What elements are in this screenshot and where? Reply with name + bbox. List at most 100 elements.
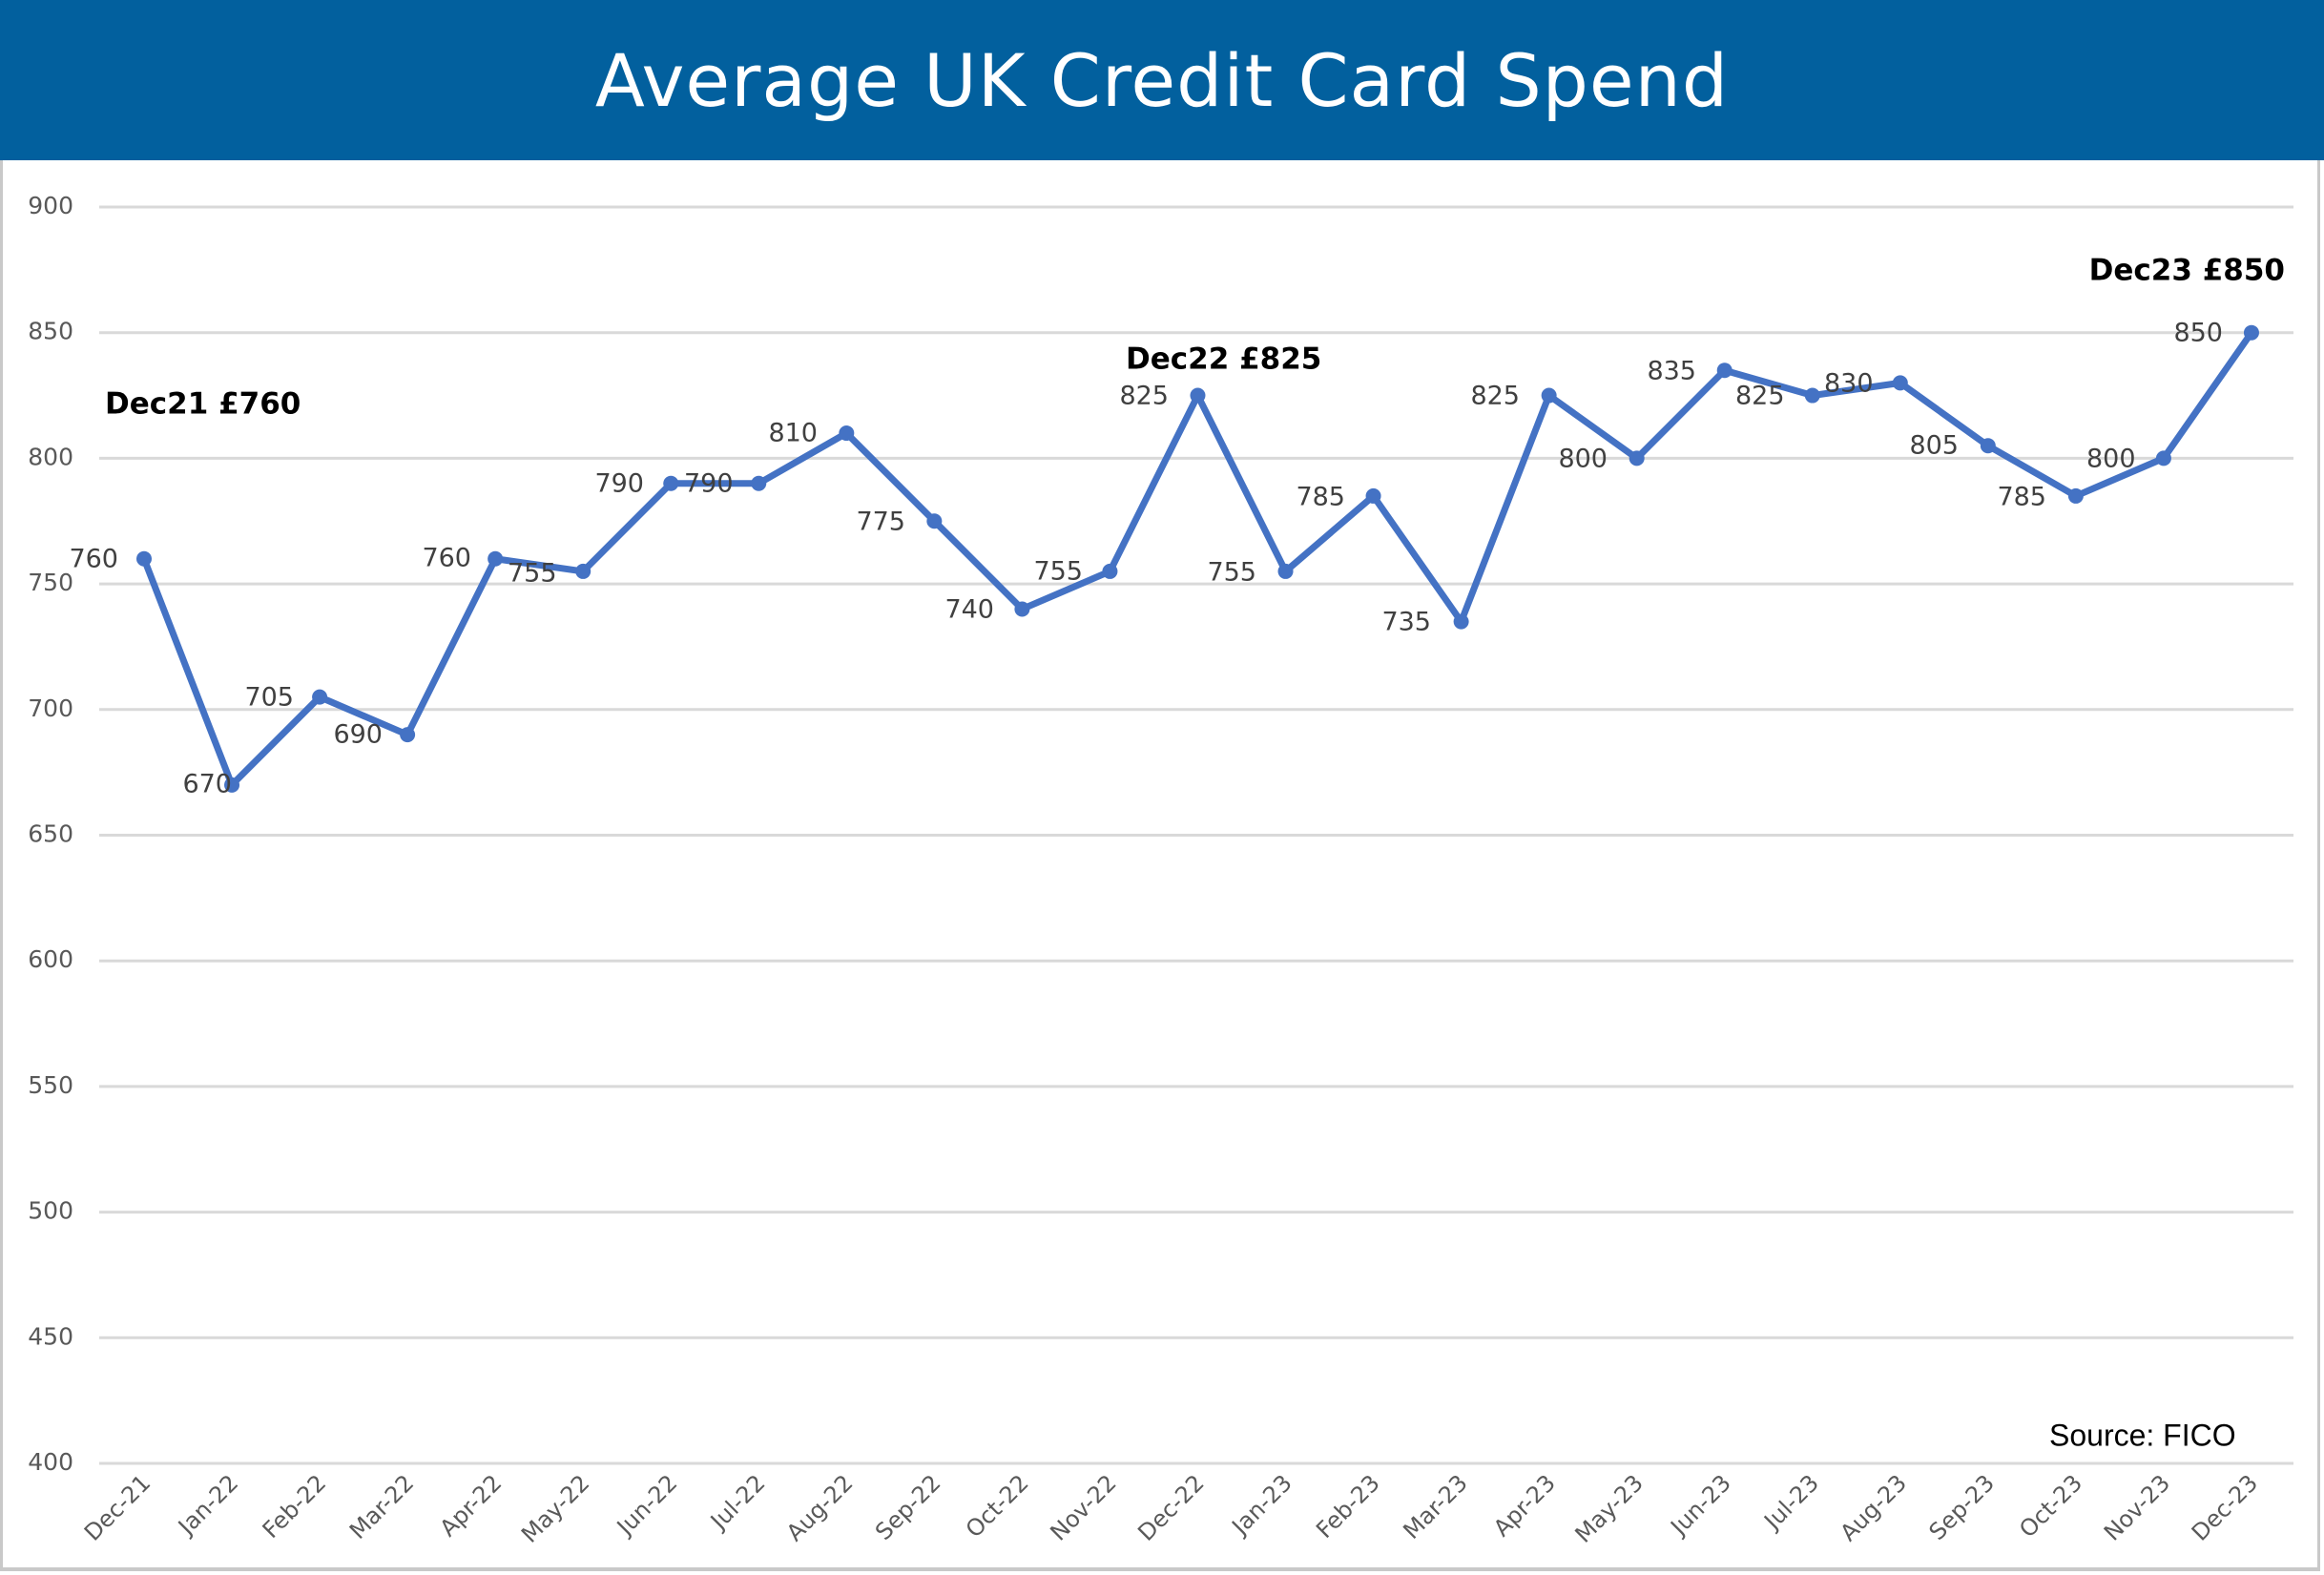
y-tick-label: 900 [28,192,73,219]
data-label: 850 [2173,319,2223,348]
x-tick-label: Dec-23 [2187,1469,2263,1545]
x-tick-label: Nov-22 [1045,1469,1121,1545]
x-tick-label: Jan-23 [1226,1469,1297,1541]
y-tick-label: 800 [28,443,73,470]
data-point [1190,387,1206,404]
data-label: 690 [333,720,383,750]
y-tick-label: 550 [28,1071,73,1099]
x-tick-label: Apr-23 [1488,1469,1561,1542]
data-label: 800 [2086,445,2136,474]
chart-header: Average UK Credit Card Spend [0,0,2324,160]
data-point [1365,487,1381,504]
y-tick-label: 600 [28,945,73,973]
data-point [1014,601,1030,617]
x-tick-label: Jul-23 [1758,1469,1824,1535]
x-tick-label: Jun-23 [1665,1469,1736,1541]
x-tick-label: Dec-21 [79,1469,156,1545]
data-label: 755 [508,559,557,589]
peak-annotation: Dec21 £760 [105,387,301,422]
data-label: 825 [1119,382,1169,411]
data-label: 835 [1647,357,1696,386]
peak-annotation: Dec22 £825 [1126,342,1321,377]
data-point [1892,375,1908,391]
data-point [2243,324,2259,341]
x-tick-label: Sep-23 [1924,1469,2001,1545]
y-tick-label: 850 [28,318,73,345]
source-note: Source: FICO [2049,1418,2236,1452]
chart-title: Average UK Credit Card Spend [594,37,1730,123]
y-tick-label: 650 [28,820,73,848]
x-tick-label: Aug-22 [781,1469,859,1546]
y-tick-label: 400 [28,1448,73,1476]
gridlines [99,205,2293,1465]
data-point [136,550,152,567]
data-point [839,425,855,442]
data-point [1716,363,1733,379]
data-point [751,475,767,491]
x-tick-label: Apr-22 [435,1469,508,1542]
x-tick-label: Mar-22 [344,1469,419,1544]
data-label: 755 [1033,557,1083,587]
data-label: 705 [244,683,294,713]
data-point [400,727,416,743]
data-point [1453,613,1469,630]
data-point [2155,450,2171,466]
data-point [663,475,679,491]
y-tick-label: 700 [28,694,73,722]
y-tick-label: 750 [28,569,73,596]
y-tick-label: 500 [28,1197,73,1225]
data-markers [136,324,2259,793]
x-tick-label: Mar-23 [1398,1469,1472,1544]
data-label: 735 [1381,608,1431,637]
data-label: 755 [1207,558,1256,588]
data-point [1980,438,1996,454]
data-label: 825 [1735,382,1785,411]
x-tick-label: May-23 [1570,1469,1649,1547]
x-tick-label: Jul-22 [704,1469,770,1535]
data-label: 775 [856,508,905,537]
x-tick-label: Sep-22 [870,1469,946,1545]
y-axis-ticks: 400 450 500 550 600 650 700 750 800 850 900 [28,192,73,1476]
data-label: 800 [1558,445,1608,474]
x-tick-label: Oct-22 [961,1469,1034,1543]
x-tick-label: Jan-22 [172,1469,243,1541]
x-axis-ticks: Dec-21 Jan-22 Feb-22 Mar-22 Apr-22 May-22 Jun-… [79,1469,2263,1547]
data-point [1277,563,1294,579]
data-point [575,563,591,579]
data-label: 785 [1997,483,2046,512]
data-label: 810 [768,419,818,448]
data-label: 760 [422,544,471,573]
data-label: 760 [69,545,118,574]
chart-panel [0,160,2320,1571]
data-point [1804,387,1820,404]
x-tick-label: May-22 [516,1469,594,1547]
data-label: 790 [594,469,644,499]
data-point [1541,387,1557,404]
data-label: 740 [944,595,994,625]
x-tick-label: Dec-22 [1132,1469,1209,1545]
x-tick-label: Nov-23 [2099,1469,2175,1545]
data-point [926,513,943,529]
data-label: 805 [1909,431,1959,461]
x-tick-label: Feb-22 [258,1469,332,1544]
data-point [312,689,328,705]
x-tick-label: Oct-23 [2014,1469,2087,1543]
data-label: 825 [1470,382,1520,411]
x-tick-label: Aug-23 [1835,1469,1912,1546]
data-labels: 760 670 705 690 760 755 790 790 810 775 740 755 825 7… [69,319,2223,799]
y-tick-label: 450 [28,1322,73,1350]
data-label: 790 [684,469,734,499]
x-tick-label: Feb-23 [1311,1469,1385,1544]
data-point [224,777,240,793]
data-point [2067,487,2084,504]
x-tick-label: Jun-22 [611,1469,682,1541]
data-label: 785 [1296,483,1345,512]
peak-annotation: Dec23 £850 [2089,254,2285,288]
data-point [1629,450,1645,466]
data-point [488,550,504,567]
data-point [1102,563,1118,579]
annotations: Dec21 £760 Dec22 £825 Dec23 £850 [105,254,2285,422]
data-label: 670 [182,770,232,799]
data-label: 830 [1824,369,1874,399]
